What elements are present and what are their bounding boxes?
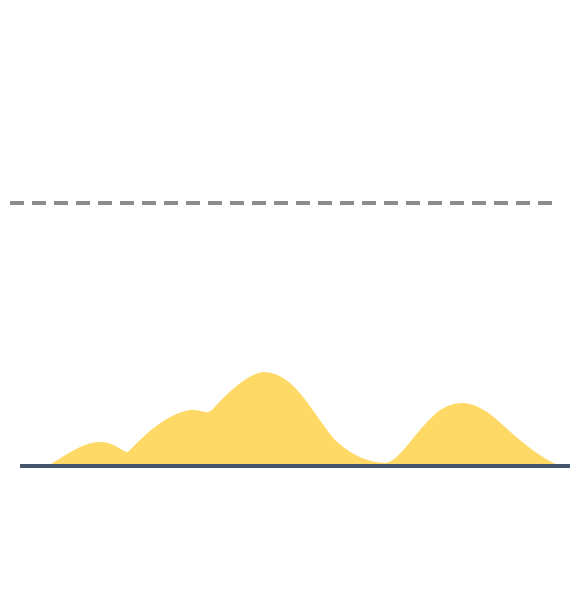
likelihood-density [48, 372, 560, 466]
